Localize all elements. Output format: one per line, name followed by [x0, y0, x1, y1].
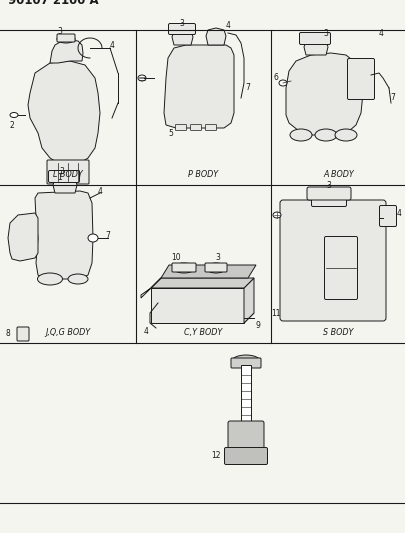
Text: 3: 3	[326, 182, 330, 190]
FancyBboxPatch shape	[48, 171, 79, 182]
FancyBboxPatch shape	[347, 59, 373, 100]
FancyBboxPatch shape	[17, 327, 29, 341]
Text: 10: 10	[171, 254, 180, 262]
Text: 9: 9	[255, 320, 260, 329]
Text: 8: 8	[6, 328, 11, 337]
FancyBboxPatch shape	[205, 263, 226, 272]
Text: 90107 2100 A: 90107 2100 A	[8, 0, 98, 7]
FancyBboxPatch shape	[205, 125, 216, 131]
Polygon shape	[141, 278, 161, 298]
Text: A BODY: A BODY	[322, 170, 353, 179]
Text: 6: 6	[273, 74, 278, 83]
FancyBboxPatch shape	[279, 200, 385, 321]
FancyBboxPatch shape	[230, 358, 260, 368]
FancyBboxPatch shape	[306, 187, 350, 200]
Text: 11: 11	[271, 309, 280, 318]
Ellipse shape	[314, 129, 336, 141]
Ellipse shape	[231, 355, 259, 367]
Ellipse shape	[138, 75, 146, 81]
Polygon shape	[172, 29, 192, 45]
Polygon shape	[53, 177, 77, 193]
Polygon shape	[285, 53, 362, 135]
Polygon shape	[151, 288, 243, 323]
Text: 4: 4	[143, 327, 148, 335]
Text: 4: 4	[97, 187, 102, 196]
Text: 1: 1	[58, 174, 62, 182]
Text: 5: 5	[168, 128, 173, 138]
Polygon shape	[151, 278, 254, 288]
Ellipse shape	[57, 35, 75, 43]
Text: L BODY: L BODY	[53, 170, 83, 179]
FancyBboxPatch shape	[299, 33, 330, 44]
Text: P BODY: P BODY	[188, 170, 218, 179]
Bar	[241, 365, 250, 425]
Text: 3: 3	[179, 19, 184, 28]
Ellipse shape	[334, 129, 356, 141]
Polygon shape	[35, 191, 93, 279]
FancyBboxPatch shape	[379, 206, 396, 227]
Polygon shape	[161, 265, 256, 278]
Text: 7: 7	[245, 84, 250, 93]
Ellipse shape	[173, 263, 194, 273]
FancyBboxPatch shape	[172, 263, 196, 272]
Ellipse shape	[37, 273, 62, 285]
Text: 2: 2	[10, 120, 14, 130]
Text: 4: 4	[377, 28, 382, 37]
FancyBboxPatch shape	[168, 23, 195, 35]
Polygon shape	[28, 61, 100, 165]
Ellipse shape	[10, 112, 18, 117]
FancyBboxPatch shape	[311, 196, 345, 206]
FancyBboxPatch shape	[324, 237, 357, 300]
Ellipse shape	[272, 212, 280, 218]
Text: 4: 4	[109, 41, 114, 50]
Ellipse shape	[278, 80, 286, 86]
FancyBboxPatch shape	[190, 125, 201, 131]
FancyBboxPatch shape	[175, 125, 186, 131]
Text: 3: 3	[58, 28, 62, 36]
Polygon shape	[8, 213, 38, 261]
Text: 4: 4	[396, 208, 401, 217]
Text: 3: 3	[323, 28, 328, 37]
Ellipse shape	[289, 129, 311, 141]
Ellipse shape	[68, 274, 88, 284]
Text: C,Y BODY: C,Y BODY	[184, 328, 222, 337]
Polygon shape	[303, 39, 327, 55]
Text: 7: 7	[105, 230, 110, 239]
Text: 3: 3	[215, 254, 220, 262]
Text: 4: 4	[225, 21, 230, 30]
FancyBboxPatch shape	[224, 448, 267, 464]
Text: 12: 12	[211, 450, 220, 459]
Polygon shape	[243, 278, 254, 323]
FancyBboxPatch shape	[228, 421, 263, 453]
Text: S BODY: S BODY	[322, 328, 353, 337]
Text: 7: 7	[390, 93, 394, 102]
Text: J,Q,G BODY: J,Q,G BODY	[45, 328, 90, 337]
Polygon shape	[164, 45, 233, 128]
Text: 3: 3	[60, 166, 64, 175]
Polygon shape	[205, 28, 226, 45]
FancyBboxPatch shape	[57, 34, 75, 42]
Ellipse shape	[88, 234, 98, 242]
Polygon shape	[151, 313, 254, 323]
Polygon shape	[50, 40, 83, 63]
Ellipse shape	[205, 263, 226, 273]
FancyBboxPatch shape	[47, 160, 89, 184]
